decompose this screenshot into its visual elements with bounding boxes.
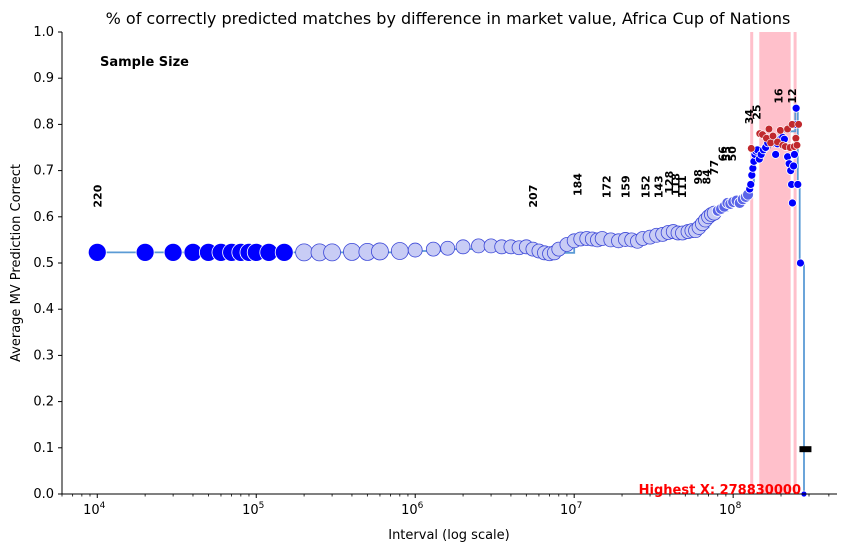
data-point <box>746 180 756 189</box>
x-tick-label: 105 <box>242 501 264 518</box>
data-point-red <box>766 138 775 147</box>
sample-size-label: 159 <box>619 175 632 198</box>
data-point-red <box>794 120 803 129</box>
data-point <box>343 243 361 261</box>
data-point <box>295 243 313 262</box>
data-point-red <box>791 134 800 143</box>
sample-size-label: 50 <box>726 146 739 162</box>
x-axis-title: Interval (log scale) <box>388 528 510 543</box>
highlight-bands <box>750 32 797 494</box>
sample-size-label: 128 <box>663 171 676 194</box>
data-point <box>135 242 155 262</box>
y-tick-label: 0.6 <box>33 210 54 225</box>
data-point <box>390 242 409 260</box>
y-tick-label: 0.3 <box>33 348 54 363</box>
sample-size-label: 16 <box>773 88 786 104</box>
sample-size-label: 98 <box>692 169 705 184</box>
y-tick-label: 0.5 <box>33 256 54 271</box>
sample-size-label: 55 <box>721 146 734 161</box>
y-tick-label: 0.2 <box>33 395 54 410</box>
sample-size-label: 77 <box>708 160 721 175</box>
chart-title: % of correctly predicted matches by diff… <box>106 9 791 28</box>
sample-size-label: 111 <box>676 175 689 198</box>
y-tick-label: 0.8 <box>33 117 54 132</box>
sample-size-label: 184 <box>572 173 585 196</box>
data-point <box>163 242 183 262</box>
highest-x-label: Highest X: 278830000 <box>639 483 801 498</box>
highlight-band <box>750 32 754 494</box>
small-black-marker <box>799 446 812 453</box>
data-point-red <box>747 144 756 153</box>
data-point-red <box>764 124 774 134</box>
y-tick-label: 0.7 <box>33 164 54 179</box>
data-point <box>771 150 781 159</box>
highlight-band <box>793 32 797 494</box>
sample-size-label: 34 <box>743 109 756 125</box>
step-line-layer <box>97 109 805 494</box>
sample-size-label: 84 <box>701 169 714 185</box>
y-tick-label: 1.0 <box>33 25 54 40</box>
y-axis-title: Average MV Prediction Correct <box>9 164 24 362</box>
y-tick-label: 0.4 <box>33 302 54 317</box>
data-point-red <box>768 131 778 141</box>
data-point <box>788 198 797 208</box>
sample-size-label: 12 <box>786 88 799 103</box>
sample-size-label: 207 <box>527 185 540 208</box>
step-line <box>97 109 805 494</box>
highlight-band <box>759 32 791 494</box>
x-tick-label: 104 <box>83 501 106 518</box>
sample-size-caption: Sample Size <box>100 55 189 70</box>
data-point-red <box>792 141 802 150</box>
data-point <box>274 242 294 262</box>
data-point <box>425 241 441 257</box>
data-points-layer <box>87 103 812 498</box>
data-point <box>790 150 799 159</box>
data-point <box>440 240 456 256</box>
data-point <box>789 161 799 171</box>
data-point-red <box>776 126 785 135</box>
y-tick-label: 0.1 <box>33 441 54 456</box>
data-point <box>371 242 389 261</box>
data-point <box>407 242 423 258</box>
x-tick-label: 106 <box>401 501 424 518</box>
y-tick-label: 0.9 <box>33 71 54 86</box>
data-point <box>455 239 471 255</box>
sample-size-label: 25 <box>750 104 763 119</box>
data-point <box>793 180 803 189</box>
sample-size-label: 66 <box>717 146 730 162</box>
data-point <box>791 103 801 113</box>
sample-size-label: 152 <box>639 175 652 198</box>
axes-layer: 0.0 0.1 0.2 0.3 0.4 0.5 0.6 0.7 0.8 0.9 1.0 104 105 1… <box>33 25 837 518</box>
x-tick-label: 107 <box>560 501 582 518</box>
data-point <box>323 243 341 262</box>
sample-size-label: 172 <box>601 175 614 198</box>
data-point <box>87 242 107 262</box>
sample-size-label: 143 <box>653 175 666 198</box>
x-tick-label: 108 <box>719 501 742 518</box>
data-point <box>796 258 805 268</box>
sample-size-label: 118 <box>670 173 683 196</box>
sample-size-label: 220 <box>91 184 104 207</box>
y-tick-label: 0.0 <box>33 487 54 502</box>
data-point <box>471 238 486 254</box>
